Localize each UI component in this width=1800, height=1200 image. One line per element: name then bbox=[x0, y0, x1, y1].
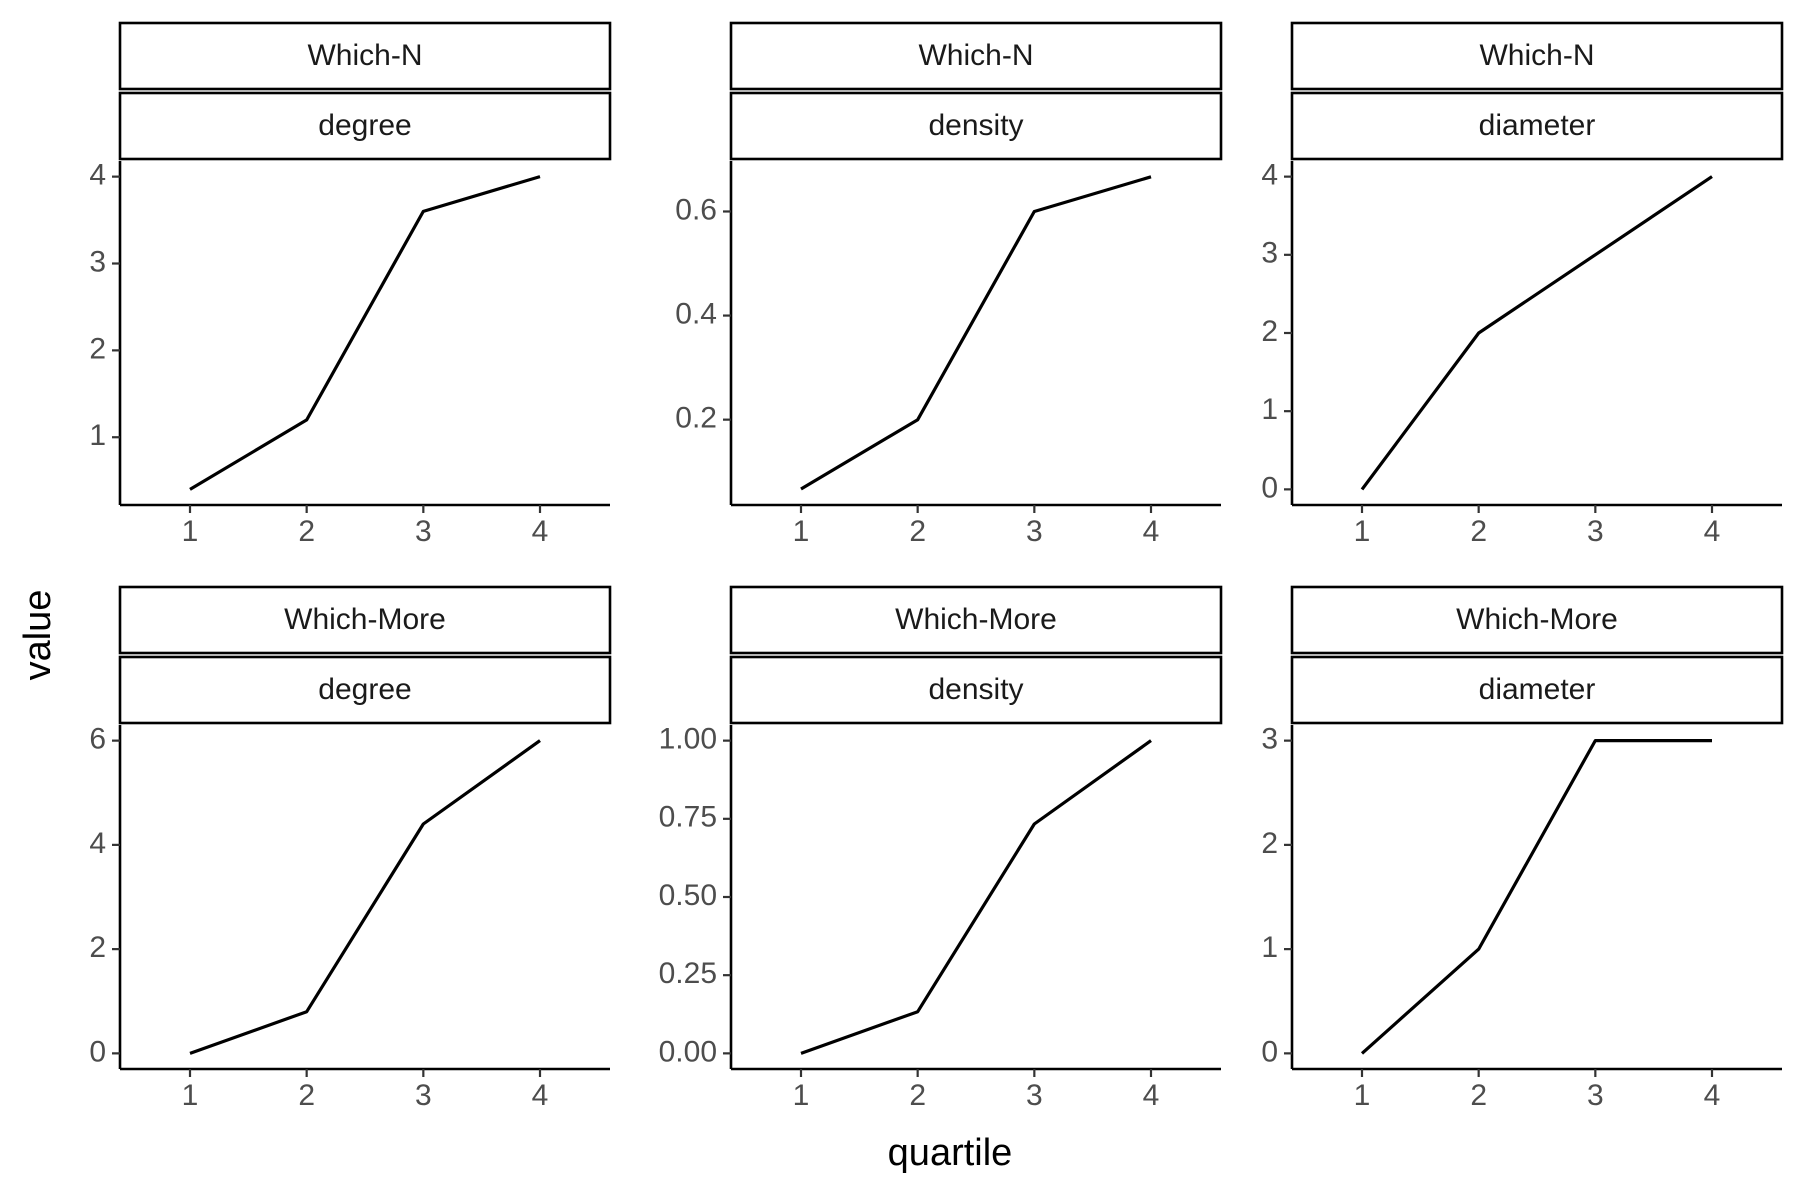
y-tick-label: 3 bbox=[89, 245, 106, 278]
x-tick-label: 2 bbox=[909, 515, 926, 548]
strip-box bbox=[118, 655, 612, 725]
strip-box bbox=[729, 585, 1223, 655]
strip-box bbox=[729, 655, 1223, 725]
x-tick-label: 1 bbox=[182, 1079, 199, 1112]
panel-which-more-density: Which-More density 0.00 0.25 0.50 0.75 1.00 1 2 3… bbox=[659, 585, 1223, 1112]
panel-which-more-degree: Which-More degree 0 2 4 6 1 2 3 4 bbox=[89, 585, 612, 1112]
y-tick-label: 0.2 bbox=[675, 402, 717, 435]
x-tick-label: 4 bbox=[1143, 1079, 1160, 1112]
y-tick-label: 2 bbox=[1261, 827, 1278, 860]
y-tick-label: 3 bbox=[1261, 237, 1278, 270]
series-line bbox=[800, 175, 1152, 491]
strip-label: Which-More bbox=[895, 603, 1057, 636]
y-tick-label: 4 bbox=[89, 159, 106, 192]
strip-label: density bbox=[928, 673, 1023, 706]
panel-which-n-degree: Which-N degree 1 2 3 4 1 2 3 4 bbox=[89, 21, 612, 548]
x-axis-title: quartile bbox=[888, 1132, 1013, 1174]
y-tick-label: 0 bbox=[1261, 1035, 1278, 1068]
x-tick-label: 1 bbox=[793, 1079, 810, 1112]
strip-label: degree bbox=[318, 109, 411, 142]
x-tick-label: 1 bbox=[1354, 1079, 1371, 1112]
x-tick-label: 4 bbox=[1704, 515, 1721, 548]
x-tick-label: 1 bbox=[182, 515, 199, 548]
strip-label: Which-N bbox=[1479, 39, 1594, 72]
y-tick-label: 0 bbox=[1261, 471, 1278, 504]
panel-which-more-diameter: Which-More diameter 0 1 2 3 1 2 3 4 bbox=[1261, 585, 1784, 1112]
x-tick-label: 3 bbox=[415, 1079, 432, 1112]
x-tick-label: 3 bbox=[415, 515, 432, 548]
strip-label: diameter bbox=[1479, 109, 1596, 142]
y-tick-label: 1.00 bbox=[659, 723, 717, 756]
strip-box bbox=[118, 585, 612, 655]
y-tick-label: 1 bbox=[1261, 931, 1278, 964]
strip-box bbox=[1290, 655, 1784, 725]
y-tick-label: 0.4 bbox=[675, 297, 717, 330]
y-tick-label: 0.00 bbox=[659, 1035, 717, 1068]
strip-box bbox=[729, 91, 1223, 161]
x-tick-label: 2 bbox=[1470, 1079, 1487, 1112]
x-tick-label: 3 bbox=[1026, 1079, 1043, 1112]
series-line bbox=[189, 175, 541, 491]
y-tick-label: 3 bbox=[1261, 723, 1278, 756]
x-tick-label: 4 bbox=[532, 1079, 549, 1112]
strip-label: diameter bbox=[1479, 673, 1596, 706]
strip-box bbox=[1290, 91, 1784, 161]
y-axis-title: value bbox=[17, 590, 59, 681]
strip-label: Which-More bbox=[284, 603, 446, 636]
y-tick-label: 2 bbox=[89, 332, 106, 365]
x-tick-label: 2 bbox=[298, 1079, 315, 1112]
strip-box bbox=[118, 91, 612, 161]
strip-box bbox=[1290, 585, 1784, 655]
y-tick-label: 4 bbox=[1261, 159, 1278, 192]
y-tick-label: 1 bbox=[1261, 393, 1278, 426]
strip-box bbox=[729, 21, 1223, 91]
x-tick-label: 4 bbox=[532, 515, 549, 548]
strip-label: Which-More bbox=[1456, 603, 1618, 636]
x-tick-label: 4 bbox=[1143, 515, 1160, 548]
y-tick-label: 1 bbox=[89, 419, 106, 452]
panel-which-n-density: Which-N density 0.2 0.4 0.6 1 2 3 4 bbox=[675, 21, 1223, 548]
y-tick-label: 0.25 bbox=[659, 957, 717, 990]
y-tick-label: 0.6 bbox=[675, 193, 717, 226]
series-line bbox=[1360, 738, 1712, 1055]
panels: Which-N degree 1 2 3 4 1 2 3 4 Which-N density 0.2 0.… bbox=[89, 21, 1784, 1112]
series-line bbox=[800, 739, 1152, 1055]
y-tick-label: 0.75 bbox=[659, 801, 717, 834]
x-tick-label: 3 bbox=[1587, 1079, 1604, 1112]
x-tick-label: 2 bbox=[1470, 515, 1487, 548]
x-tick-label: 3 bbox=[1026, 515, 1043, 548]
strip-box bbox=[1290, 21, 1784, 91]
y-tick-label: 0.50 bbox=[659, 879, 717, 912]
x-tick-label: 2 bbox=[909, 1079, 926, 1112]
y-tick-label: 0 bbox=[89, 1035, 106, 1068]
strip-label: density bbox=[928, 109, 1023, 142]
series-line bbox=[1360, 175, 1713, 491]
strip-box bbox=[118, 21, 612, 91]
strip-label: degree bbox=[318, 673, 411, 706]
series-line bbox=[189, 739, 541, 1055]
x-tick-label: 1 bbox=[1354, 515, 1371, 548]
x-tick-label: 2 bbox=[298, 515, 315, 548]
x-tick-label: 3 bbox=[1587, 515, 1604, 548]
y-tick-label: 6 bbox=[89, 723, 106, 756]
x-tick-label: 1 bbox=[793, 515, 810, 548]
panel-which-n-diameter: Which-N diameter 0 1 2 3 4 1 2 3 4 bbox=[1261, 21, 1784, 548]
y-tick-label: 4 bbox=[89, 827, 106, 860]
y-tick-label: 2 bbox=[89, 931, 106, 964]
y-tick-label: 2 bbox=[1261, 315, 1278, 348]
strip-label: Which-N bbox=[307, 39, 422, 72]
strip-label: Which-N bbox=[918, 39, 1033, 72]
x-tick-label: 4 bbox=[1704, 1079, 1721, 1112]
